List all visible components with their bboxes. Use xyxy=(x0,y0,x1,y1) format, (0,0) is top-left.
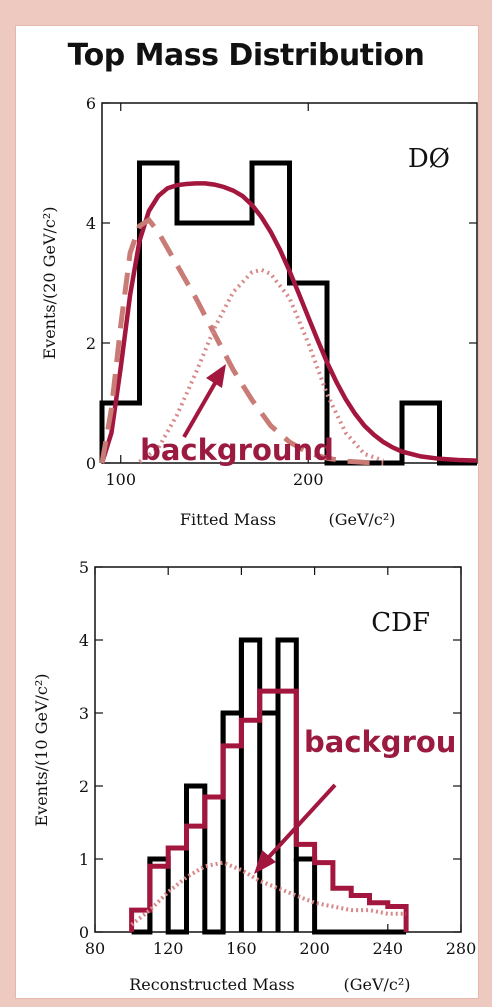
d0-xtick-label: 100 xyxy=(105,470,136,489)
cdf-ytick-label: 2 xyxy=(79,777,89,796)
d0-ytick-label: 6 xyxy=(86,94,96,113)
cdf-ytick-label: 5 xyxy=(79,558,89,577)
page-title: Top Mass Distribution xyxy=(67,38,425,73)
cdf-xtick-label: 200 xyxy=(299,939,330,958)
cdf-xtick-label: 120 xyxy=(153,939,184,958)
d0-annotation-arrow-shaft xyxy=(182,377,220,438)
cdf-ytick-label: 0 xyxy=(79,923,89,942)
cdf-xunit: (GeV/c²) xyxy=(343,975,410,994)
d0-data-histogram xyxy=(99,160,477,466)
d0-xlabel: Fitted Mass xyxy=(180,510,276,529)
d0-ytick-label: 0 xyxy=(86,454,96,473)
cdf-xtick-label: 240 xyxy=(373,939,404,958)
cdf-background-curve xyxy=(130,860,407,927)
d0-experiment-label: DØ xyxy=(408,144,450,174)
d0-xtick-label: 200 xyxy=(293,470,324,489)
d0-ylabel: Events/(20 GeV/c²) xyxy=(40,206,59,359)
cdf-fit-histogram xyxy=(129,688,409,932)
cdf-xlabel: Reconstructed Mass xyxy=(129,975,295,994)
cdf-annotation-label: backgrou xyxy=(304,725,456,759)
cdf-experiment-label: CDF xyxy=(371,608,430,638)
d0-xunit: (GeV/c²) xyxy=(328,510,395,529)
d0-ytick-label: 2 xyxy=(86,334,96,353)
d0-annotation-label: background xyxy=(140,433,334,467)
cdf-xtick-label: 160 xyxy=(226,939,257,958)
d0-curve-background xyxy=(99,216,384,466)
cdf-ylabel: Events/(10 GeV/c²) xyxy=(32,673,51,826)
cdf-annotation-arrow-shaft xyxy=(266,783,337,860)
cdf-annotation-arrow-head xyxy=(254,850,276,874)
d0-ytick-label: 4 xyxy=(86,214,96,233)
cdf-data-histogram xyxy=(131,637,407,935)
cdf-ytick-label: 1 xyxy=(79,850,89,869)
d0-curve-fit xyxy=(99,181,478,464)
cdf-ytick-label: 3 xyxy=(79,704,89,723)
cdf-xtick-label: 280 xyxy=(446,939,477,958)
d0-annotation-arrow-head xyxy=(206,364,226,388)
cdf-xtick-label: 80 xyxy=(85,939,105,958)
cdf-ytick-label: 4 xyxy=(79,631,89,650)
